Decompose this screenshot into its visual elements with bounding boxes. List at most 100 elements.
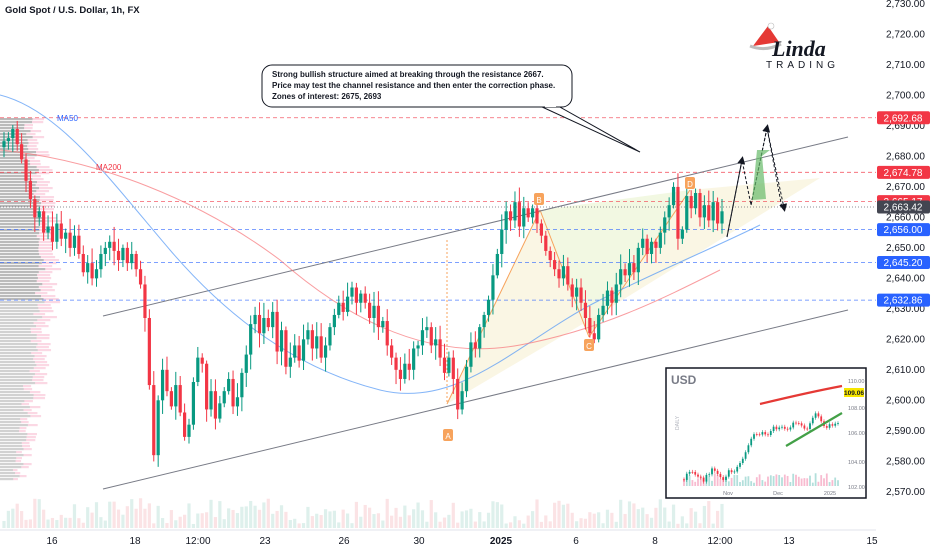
price-tick-label: 2,610.00 <box>886 365 925 376</box>
volume-profile-bar <box>0 196 41 199</box>
inset-volume-bar <box>764 481 767 486</box>
volume-profile-bar-sell <box>13 478 18 481</box>
inset-volume-bar <box>811 482 814 486</box>
volume-bar <box>478 512 482 528</box>
inset-candle-body <box>797 423 800 424</box>
candle-body <box>191 382 196 425</box>
volume-profile-bar-sell <box>16 457 22 460</box>
channel-upper-line[interactable] <box>102 136 849 317</box>
price-badge-label: 2,674.78 <box>884 168 923 179</box>
volume-profile-bar-sell <box>40 256 56 259</box>
volume-bar <box>698 523 702 528</box>
volume-bar <box>156 505 160 528</box>
volume-bar <box>530 511 535 528</box>
time-tick-label: 18 <box>129 536 141 547</box>
candle-body <box>623 269 627 276</box>
volume-bar <box>33 498 37 528</box>
pattern-point-d[interactable]: D <box>685 177 695 189</box>
volume-bar <box>434 512 438 528</box>
volume-profile-bar-sell <box>21 442 30 445</box>
volume-bar <box>464 510 469 528</box>
volume-bar <box>271 513 275 528</box>
volume-bar <box>548 521 552 528</box>
volume-bar <box>160 518 165 528</box>
volume-profile-bar-sell <box>23 454 32 457</box>
volume-profile-bar-sell <box>36 337 50 340</box>
candle-body <box>707 205 711 221</box>
candle-body <box>530 208 535 218</box>
volume-bar <box>2 520 6 528</box>
volume-profile-bar-sell <box>30 130 42 133</box>
volume-bar <box>456 522 460 528</box>
candle-body <box>218 403 222 419</box>
usd-inset-chart[interactable]: USD DAILY 110.00 108.00 106.00 104.00 102.00… <box>665 367 867 499</box>
volume-profile-bar-sell <box>24 124 33 127</box>
volume-bar <box>442 517 447 528</box>
inset-candle-body <box>809 423 811 429</box>
volume-profile-bar <box>0 475 20 478</box>
volume-profile-bar <box>0 292 36 295</box>
volume-profile-bar <box>0 124 25 127</box>
candle-body <box>99 253 103 270</box>
volume-profile-bar <box>0 268 46 271</box>
volume-profile-bar-sell <box>15 460 22 463</box>
volume-bar <box>200 513 204 528</box>
volume-bar <box>240 506 244 528</box>
volume-profile-bar <box>0 328 31 331</box>
volume-profile-bar-sell <box>35 184 49 187</box>
candle-body <box>671 186 676 206</box>
inset-volume-bar <box>767 476 769 486</box>
volume-bar <box>416 502 420 528</box>
channel-lower-line[interactable] <box>102 309 849 490</box>
volume-profile-bar-sell <box>38 307 52 310</box>
candle-body <box>64 232 68 239</box>
time-tick-label: 23 <box>259 536 271 547</box>
volume-profile-bar-sell <box>30 175 41 178</box>
volume-profile-bar <box>0 169 39 172</box>
candle-body <box>649 241 654 254</box>
volume-bar <box>627 501 632 528</box>
callout-box[interactable] <box>261 64 573 108</box>
candle-body <box>20 144 24 160</box>
volume-bar <box>64 517 68 528</box>
volume-profile-bar <box>0 337 37 340</box>
candle-body <box>363 293 367 303</box>
inset-volume-bar <box>716 474 719 486</box>
volume-profile-bar <box>0 256 41 259</box>
candles[interactable] <box>2 120 724 467</box>
volume-bar <box>667 521 671 528</box>
candle-body <box>390 345 394 358</box>
pattern-point-b[interactable]: B <box>534 193 544 205</box>
volume-bar <box>103 520 107 528</box>
volume-profile-bar-sell <box>29 391 41 394</box>
volume-bar <box>328 511 332 528</box>
pattern-point-a[interactable]: A <box>443 429 453 441</box>
volume-profile-bar-sell <box>32 136 45 139</box>
volume-profile <box>0 118 62 481</box>
price-tick-label: 2,580.00 <box>886 456 925 467</box>
volume-bar <box>108 501 112 528</box>
volume-profile-bar <box>0 247 39 250</box>
pattern-label-b: B <box>536 196 541 205</box>
volume-bar <box>517 520 521 528</box>
volume-profile-bar <box>0 154 37 157</box>
volume-profile-bar <box>0 352 32 355</box>
candle-body <box>610 290 614 303</box>
volume-bar <box>363 504 367 528</box>
volume-profile-bar-sell <box>42 217 58 220</box>
volume-bar <box>412 509 416 528</box>
volume-profile-bar <box>0 187 40 190</box>
volume-bar <box>345 513 350 528</box>
volume-profile-bar <box>0 382 36 385</box>
pattern-point-c[interactable]: C <box>584 339 594 351</box>
time-axis[interactable]: 16 18 12:00 23 26 30 2025 6 8 12:00 13 15 <box>46 536 878 547</box>
candle-body <box>491 275 495 300</box>
volume-bar <box>557 500 561 528</box>
candle-body <box>583 302 588 318</box>
volume-bar <box>561 504 566 528</box>
volume-bar <box>275 510 279 528</box>
volume-bar <box>381 520 385 528</box>
volume-bar <box>306 506 310 528</box>
volume-profile-bar-sell <box>26 133 36 136</box>
